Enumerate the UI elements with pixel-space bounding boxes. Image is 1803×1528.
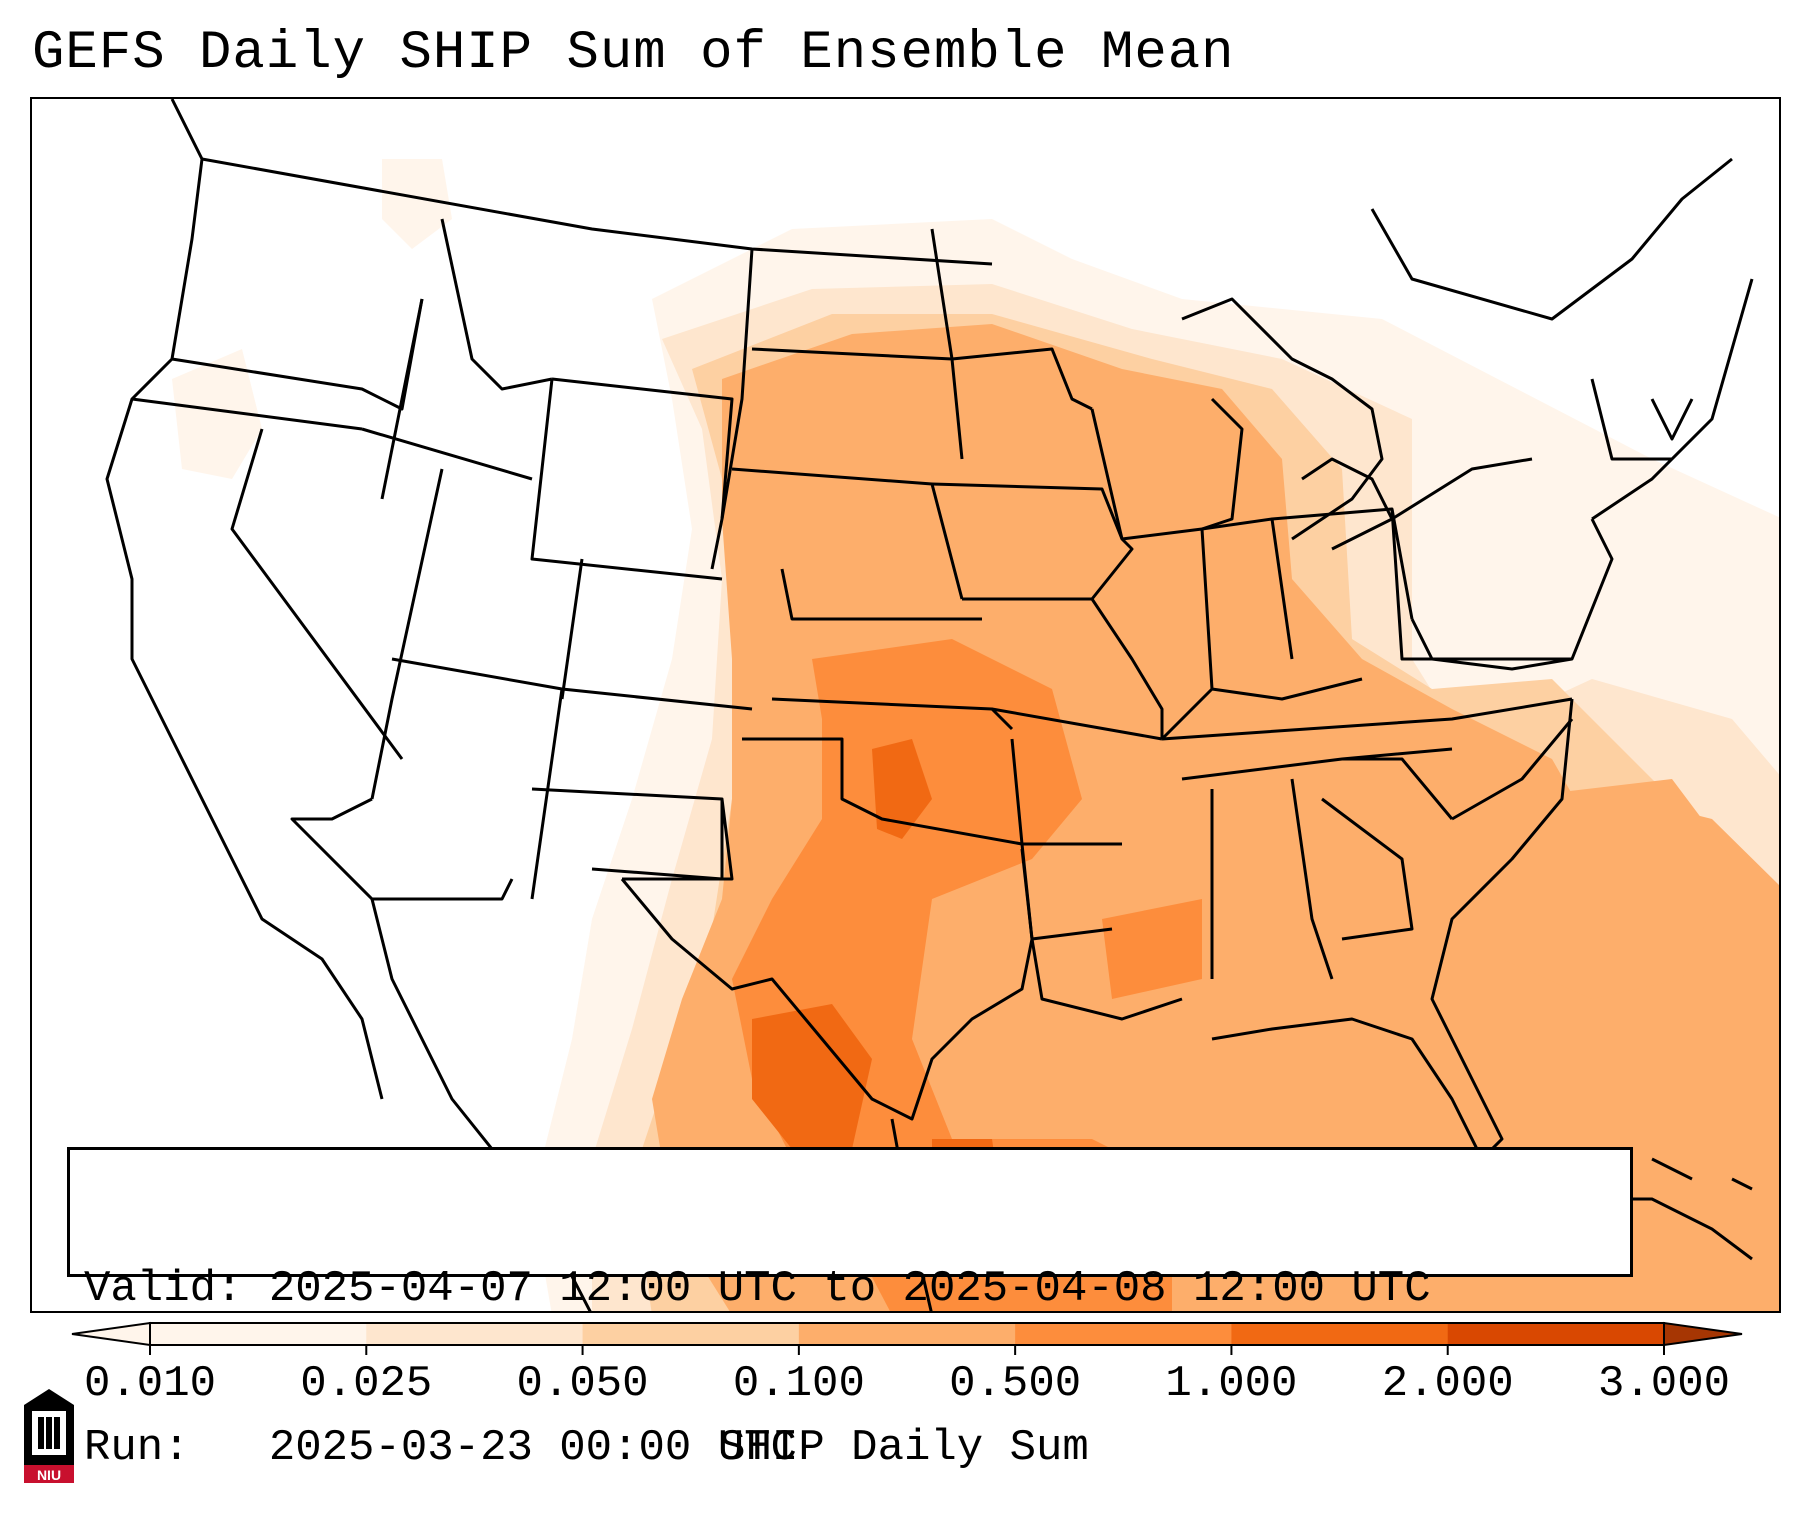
colorbar-extend-high (1663, 1321, 1743, 1347)
colorbar-tick-label: 2.000 (1381, 1359, 1514, 1409)
colorbar-tick-label: 3.000 (1597, 1359, 1731, 1409)
colorbar-segment (366, 1323, 584, 1345)
colorbar-tick-label: 0.500 (949, 1359, 1082, 1409)
ship-field-shading (172, 159, 1779, 1311)
colorbar-segment (150, 1323, 367, 1345)
colorbar-segment (1447, 1323, 1665, 1345)
colorbar-segment (582, 1323, 800, 1345)
colorbar-segment (1015, 1323, 1232, 1345)
logo-text: NIU (37, 1467, 61, 1483)
ship-level-0100 (652, 324, 1779, 1311)
colorbar-label: SHIP Daily Sum (719, 1423, 1089, 1473)
us-state-boundaries (105, 99, 1754, 1311)
ship-field-map (105, 99, 1779, 1311)
run-time-text: Run: 2025-03-23 00:00 UTC (84, 1423, 797, 1473)
colorbar-tick-label: 0.100 (732, 1359, 865, 1409)
colorbar-tick-label: 1.000 (1165, 1359, 1298, 1409)
map-title: GEFS Daily SHIP Sum of Ensemble Mean (32, 23, 1235, 84)
colorbar (71, 1321, 1743, 1355)
colorbar-extend-low (71, 1321, 151, 1347)
colorbar-tick-label: 0.025 (300, 1359, 433, 1409)
colorbar-segment (798, 1323, 1016, 1345)
colorbar-tick-label: 0.050 (516, 1359, 649, 1409)
valid-time-text: Valid: 2025-04-07 12:00 UTC to 2025-04-0… (84, 1264, 1431, 1314)
map-panel (30, 97, 1781, 1313)
ship-level-1000 (872, 739, 932, 839)
colorbar-segment (1231, 1323, 1449, 1345)
validity-info-box: Valid: 2025-04-07 12:00 UTC to 2025-04-0… (67, 1147, 1633, 1473)
niu-logo: NIU (24, 1389, 74, 1483)
colorbar-tick-label: 0.010 (83, 1359, 217, 1409)
